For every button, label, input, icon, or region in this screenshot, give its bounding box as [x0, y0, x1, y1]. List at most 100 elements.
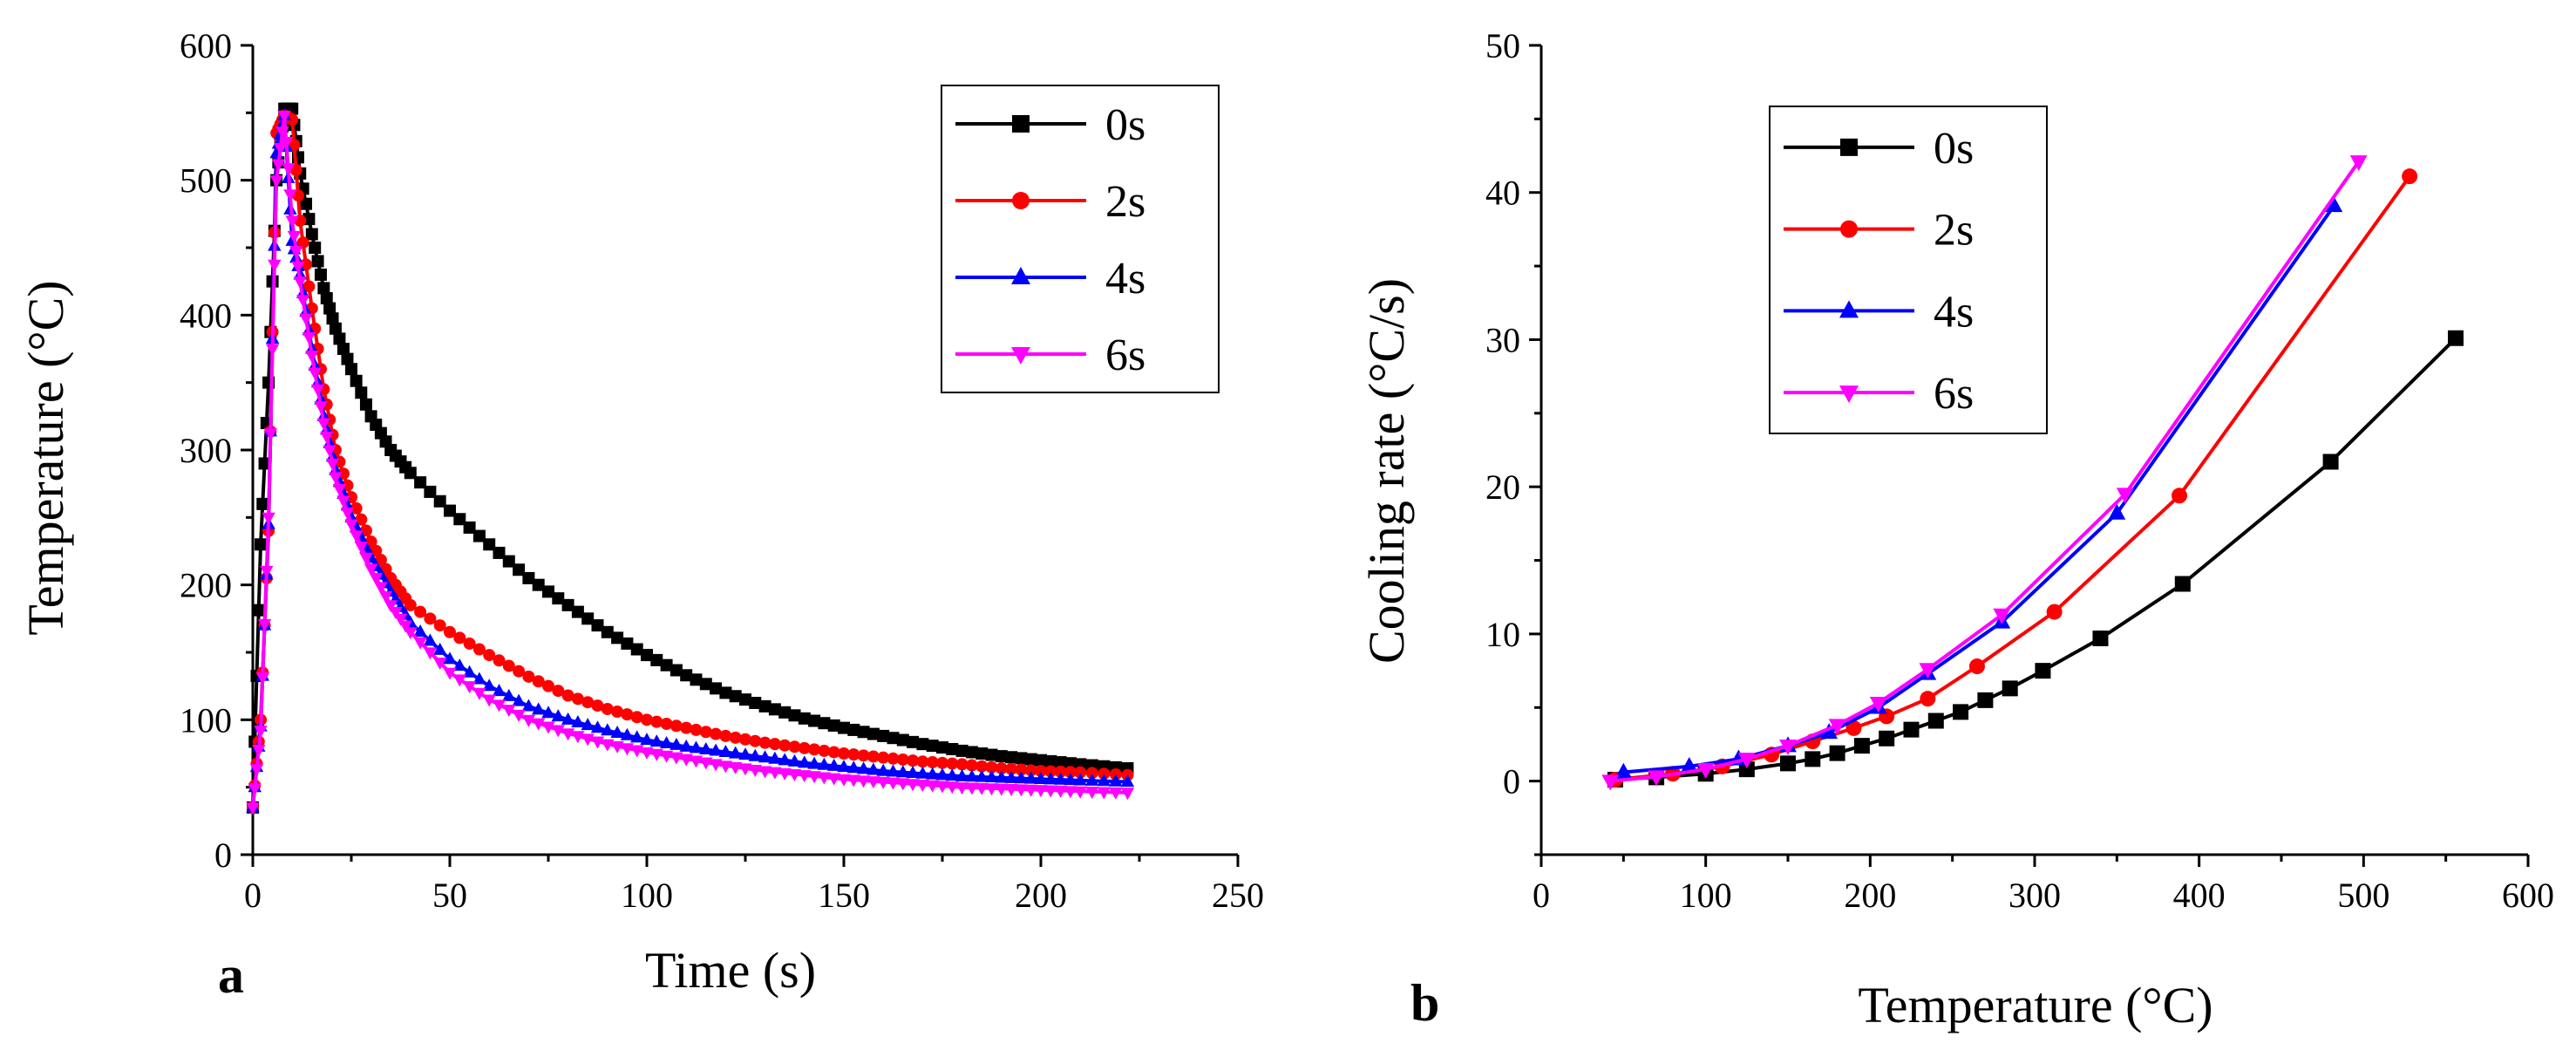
panel-a-data-point: [561, 598, 574, 611]
panel-b-legend-label: 2s: [1934, 206, 1974, 256]
panel-a-data-point: [512, 709, 526, 722]
panel-a-data-point: [926, 767, 940, 780]
panel-a-data-point: [252, 604, 265, 617]
panel-a-data-point: [738, 747, 752, 760]
panel-a-data-point: [275, 126, 289, 140]
panel-a-data-point: [926, 780, 940, 793]
panel-a-data-point: [404, 627, 418, 640]
panel-a-data-point: [463, 521, 476, 534]
panel-a-data-point: [305, 228, 318, 241]
panel-a-data-point: [289, 164, 302, 177]
panel-a-data-point: [729, 761, 743, 774]
panel-a-data-point: [462, 665, 477, 678]
panel-a-data-point: [483, 649, 496, 662]
panel-b-data-point: [1680, 756, 1698, 773]
panel-b-y-tick-label: 0: [1503, 762, 1520, 801]
panel-a-data-point: [621, 708, 634, 721]
panel-a-data-point: [699, 757, 713, 770]
panel-a-data-point: [246, 802, 260, 815]
panel-a-data-point: [255, 672, 269, 685]
panel-b-legend-marker: [1839, 300, 1859, 318]
panel-a-data-point: [729, 731, 742, 744]
panel-a-data-point: [818, 717, 831, 730]
panel-a-data-point: [433, 494, 446, 508]
panel-a-data-point: [359, 398, 372, 411]
panel-a-data-point: [443, 651, 457, 665]
panel-a-data-point: [299, 313, 313, 326]
panel-a-legend-label: 0s: [1105, 100, 1145, 150]
panel-a-data-point: [788, 740, 801, 754]
panel-a-data-point: [502, 555, 515, 568]
panel-b-x-tick-label: 200: [1844, 876, 1896, 915]
panel-a-data-point: [541, 721, 555, 734]
panel-b-data-point: [1779, 739, 1797, 755]
panel-a-data-point: [739, 693, 751, 706]
panel-a-data-point: [660, 658, 673, 672]
panel-a-data-point: [641, 713, 653, 726]
panel-a-data-point: [255, 538, 268, 551]
panel-b-data-point: [2349, 155, 2368, 172]
panel-a-data-point: [542, 679, 554, 692]
panel-a-data-point: [1024, 764, 1037, 777]
panel-a-data-point: [256, 497, 269, 510]
panel-a-data-point: [279, 136, 294, 149]
panel-a-legend-marker: [1012, 115, 1030, 133]
panel-a-data-point: [354, 541, 368, 554]
panel-b-data-point: [2116, 488, 2134, 504]
panel-a-data-point: [310, 384, 325, 397]
panel-a-data-point: [482, 679, 496, 692]
panel-a-data-point: [710, 682, 723, 695]
panel-a-data-point: [946, 757, 959, 770]
panel-a-data-point: [1109, 774, 1123, 787]
panel-a-data-point: [689, 740, 703, 754]
panel-a-data-point: [887, 732, 900, 745]
panel-a-data-point: [846, 774, 860, 788]
panel-a-data-point: [552, 592, 565, 605]
panel-a-data-point: [326, 312, 339, 325]
panel-a-data-point: [1120, 774, 1135, 788]
panel-a-data-point: [289, 246, 303, 259]
panel-a-data-point: [293, 276, 307, 290]
panel-a-data-point: [650, 715, 663, 728]
panel-a-x-tick-label: 150: [818, 876, 870, 915]
panel-a-data-point: [265, 344, 280, 357]
panel-b-data-point: [1805, 751, 1821, 767]
panel-a-data-point: [1109, 787, 1123, 800]
panel-a-data-point: [807, 756, 821, 769]
panel-a-y-tick-label: 200: [180, 566, 232, 605]
panel-a-data-point: [946, 742, 959, 755]
panel-a-data-point: [995, 762, 1008, 775]
panel-a-data-point: [936, 741, 948, 754]
panel-a-data-point: [719, 686, 732, 699]
panel-a-data-point: [798, 755, 812, 768]
panel-a-data-point: [374, 582, 388, 595]
panel-a-data-point: [611, 706, 624, 719]
panel-a-data-point: [404, 467, 417, 480]
panel-a-data-point: [370, 544, 383, 557]
panel-a-data-point: [483, 538, 496, 551]
panel-b-legend-marker: [1840, 138, 1858, 156]
panel-a-data-point: [601, 702, 614, 715]
panel-a-data-point: [798, 712, 811, 725]
panel-a-data-point: [650, 653, 663, 666]
panel-a-data-point: [679, 739, 693, 752]
panel-a-data-point: [305, 351, 319, 364]
panel-b-data-point: [2035, 663, 2051, 679]
panel-a-data-point: [271, 159, 286, 172]
panel-a-data-point: [532, 578, 545, 591]
panel-a-data-point: [423, 633, 438, 646]
panel-a-data-point: [1004, 770, 1018, 783]
panel-b-y-axis-title: Cooling rate (°C/s): [1358, 278, 1415, 664]
panel-a-data-point: [935, 767, 949, 781]
panel-a-legend: 0s 2s 4s 6s: [941, 85, 1220, 393]
panel-a-data-point: [669, 752, 683, 765]
panel-a-data-point: [1064, 757, 1077, 770]
panel-a-y-tick-label: 100: [180, 700, 232, 740]
panel-a-data-point: [739, 733, 751, 746]
panel-a-data-point: [355, 513, 368, 526]
panel-a-data-point: [807, 771, 821, 784]
panel-a-data-point: [452, 658, 466, 672]
panel-a-data-point: [571, 605, 584, 618]
panel-a-data-point: [285, 215, 299, 228]
panel-b-legend-box: [1769, 106, 2048, 434]
